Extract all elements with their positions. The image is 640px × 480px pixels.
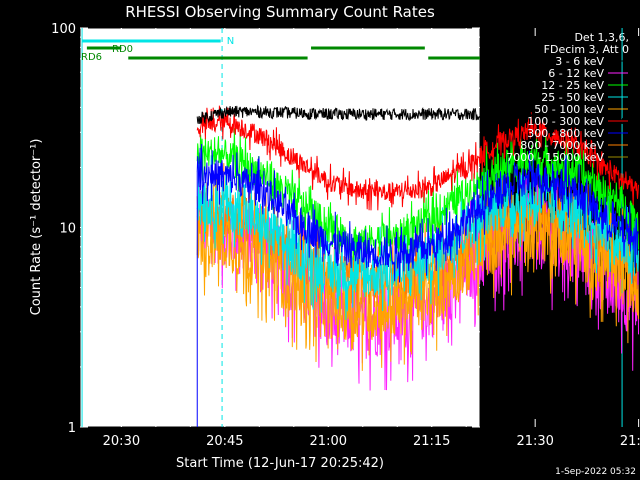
series-line (196, 105, 639, 211)
legend-label: 25 - 50 keV (541, 91, 604, 104)
x-tick-label: 21:45 (620, 434, 640, 449)
y-tick-label: 10 (59, 222, 76, 237)
flag-label-rd6: RD6 (81, 52, 102, 63)
x-tick-label: 20:45 (206, 434, 243, 449)
legend-header-1: Det 1,3,6, (574, 31, 629, 44)
legend-label: 7000 - 15000 keV (506, 151, 604, 164)
y-tick-label: 100 (51, 22, 76, 37)
legend-label: 300 - 800 keV (527, 127, 604, 140)
x-tick-label: 21:30 (516, 434, 553, 449)
legend-label: 100 - 300 keV (527, 115, 604, 128)
flag-label-rd0: RD0 (112, 44, 133, 55)
x-tick-label: 20:30 (103, 434, 140, 449)
chart-title: RHESSI Observing Summary Count Rates (125, 3, 435, 21)
flag-label-n: N (227, 36, 234, 47)
x-tick-label: 21:15 (413, 434, 450, 449)
x-tick-label: 21:00 (310, 434, 347, 449)
legend-label: 12 - 25 keV (541, 79, 604, 92)
legend-label: 3 - 6 keV (555, 55, 604, 68)
legend-header-2: FDecim 3, Att 0 (544, 43, 629, 56)
legend-label: 6 - 12 keV (548, 67, 604, 80)
footer-date: 1-Sep-2022 05:32 (555, 467, 636, 477)
series-line (196, 104, 639, 130)
series-line (196, 143, 639, 283)
legend-label: 50 - 100 keV (534, 103, 604, 116)
y-tick-label: 1 (68, 421, 76, 436)
x-axis-label: Start Time (12-Jun-17 20:25:42) (176, 456, 384, 471)
plot-area: 20:3020:4521:0021:1521:3021:4522:0011010… (51, 22, 640, 449)
y-axis-label: Count Rate (s⁻¹ detector⁻¹) (29, 139, 44, 316)
legend-label: 800 - 7000 keV (520, 139, 604, 152)
